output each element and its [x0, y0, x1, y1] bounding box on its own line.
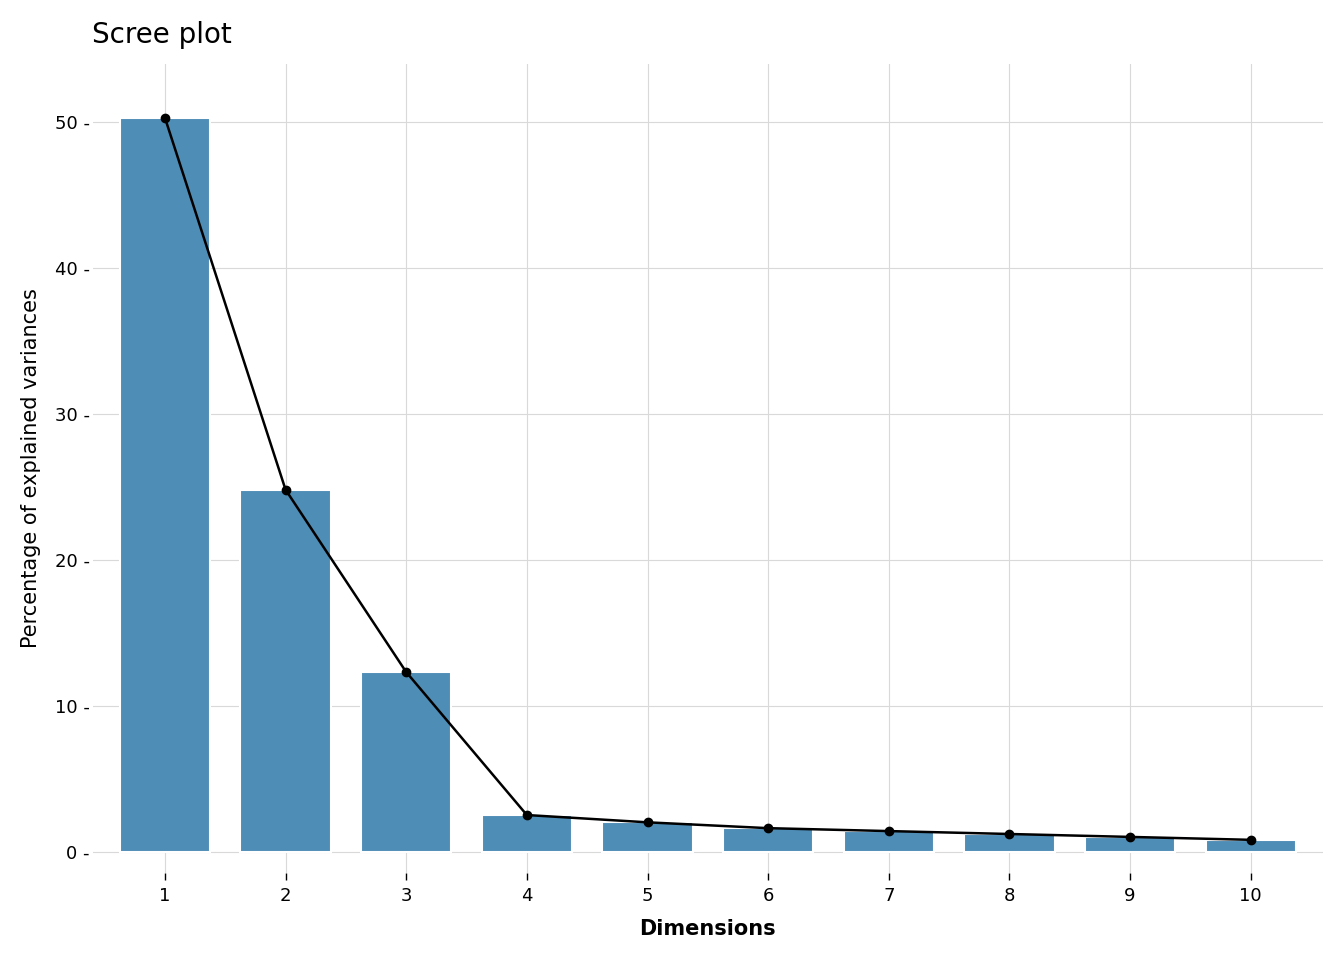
Bar: [602, 823, 692, 852]
Bar: [120, 118, 210, 852]
Text: Scree plot: Scree plot: [93, 21, 233, 49]
Bar: [241, 490, 331, 852]
Bar: [481, 815, 573, 852]
Bar: [362, 672, 452, 852]
Bar: [1206, 840, 1296, 852]
Bar: [1085, 837, 1176, 852]
Y-axis label: Percentage of explained variances: Percentage of explained variances: [22, 289, 40, 648]
Bar: [723, 828, 813, 852]
Bar: [964, 834, 1055, 852]
Bar: [844, 831, 934, 852]
X-axis label: Dimensions: Dimensions: [640, 919, 775, 939]
